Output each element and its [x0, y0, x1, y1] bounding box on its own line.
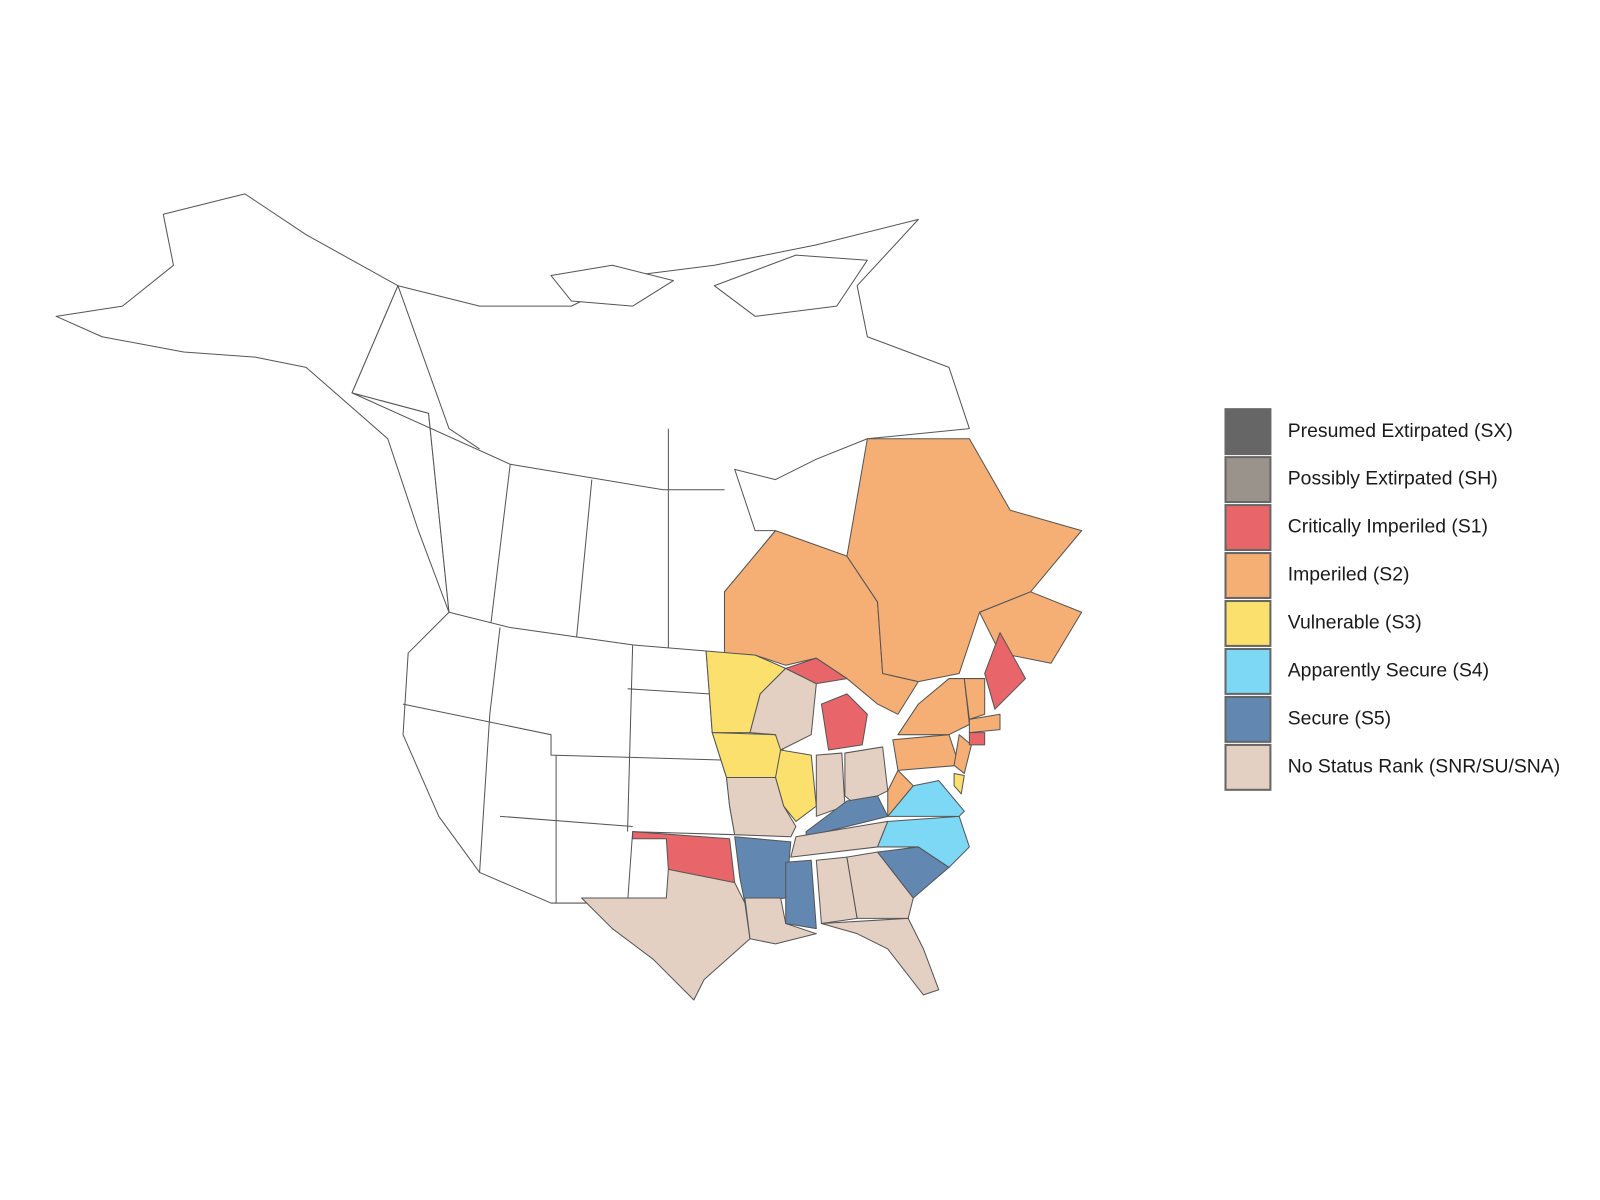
region — [968, 713, 1001, 734]
region — [550, 264, 674, 307]
region — [984, 632, 1027, 710]
region — [402, 611, 736, 904]
border — [479, 627, 501, 873]
base-map — [55, 193, 970, 904]
legend-key — [1224, 504, 1272, 552]
legend-label: Secure (S5) — [1288, 708, 1391, 730]
region — [953, 734, 972, 774]
border — [627, 688, 710, 695]
region — [887, 769, 914, 817]
legend-key — [1224, 647, 1272, 695]
region — [734, 836, 792, 904]
region — [846, 438, 1083, 683]
border — [489, 464, 511, 633]
border — [499, 815, 633, 828]
region — [846, 851, 914, 919]
border — [402, 703, 730, 761]
region — [726, 777, 797, 838]
legend-key — [1224, 743, 1272, 791]
region — [892, 734, 960, 771]
region — [713, 254, 868, 317]
border — [576, 479, 593, 638]
legend: Presumed Extirpated (SX) Possibly Extirpa… — [1224, 408, 1560, 791]
legend-label: Vulnerable (S3) — [1288, 612, 1422, 634]
region — [820, 917, 940, 996]
region — [877, 815, 970, 868]
region — [744, 897, 817, 945]
region — [968, 732, 986, 746]
region — [953, 772, 965, 795]
region — [785, 859, 817, 930]
legend-key — [1224, 456, 1272, 504]
legend-label: No Status Rank (SNR/SU/SNA) — [1288, 755, 1560, 777]
legend-key — [1224, 408, 1272, 456]
region — [963, 678, 986, 720]
legend-key — [1224, 552, 1272, 599]
border — [627, 644, 634, 832]
legend-label: Imperiled (S2) — [1288, 564, 1410, 586]
legend-label: Critically Imperiled (S1) — [1288, 516, 1488, 538]
border — [351, 392, 725, 491]
region — [820, 693, 868, 751]
legend-label: Apparently Secure (S4) — [1288, 660, 1489, 682]
legend-label: Presumed Extirpated (SX) — [1288, 420, 1513, 442]
legend-label: Possibly Extirpated (SH) — [1288, 468, 1498, 490]
region — [844, 746, 889, 807]
legend-key — [1224, 600, 1272, 647]
legend-key — [1224, 695, 1272, 743]
border — [397, 285, 480, 450]
ranked-regions — [581, 438, 1083, 1001]
region — [785, 657, 848, 685]
